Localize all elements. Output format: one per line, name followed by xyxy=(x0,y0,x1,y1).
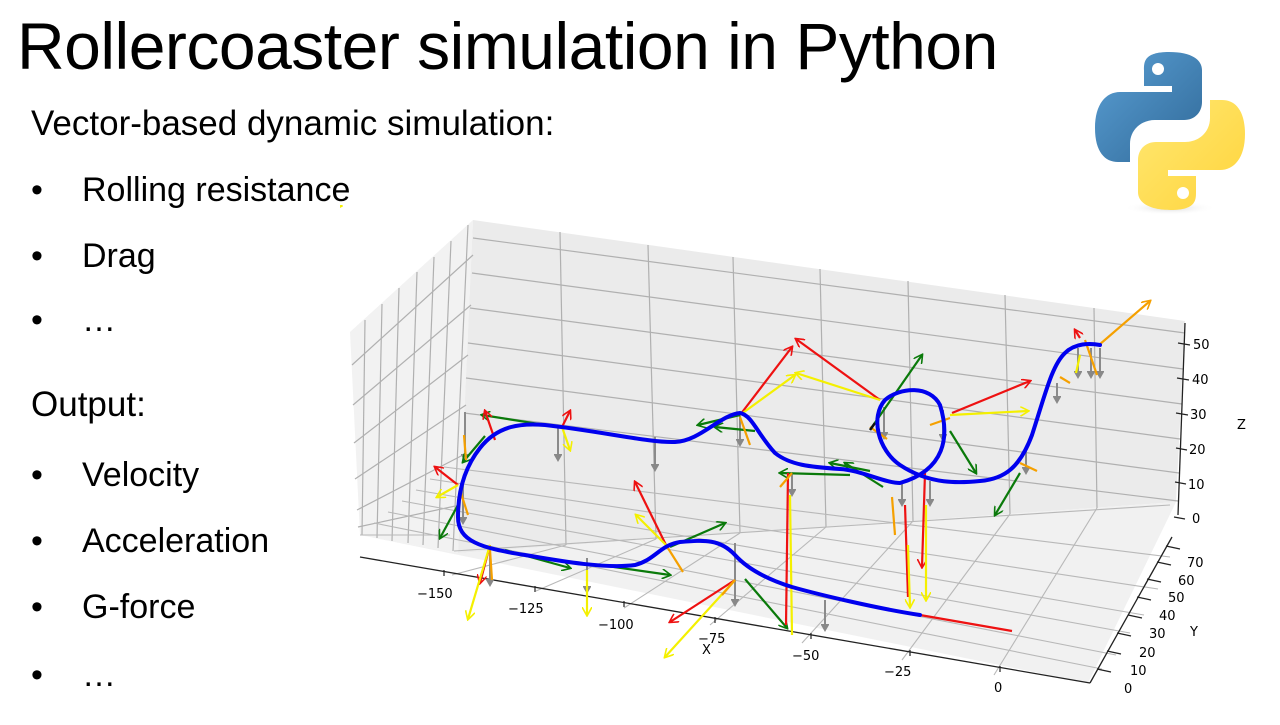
bullet-dot-icon: • xyxy=(31,522,43,560)
svg-text:40: 40 xyxy=(1159,609,1176,624)
bullet-text: Drag xyxy=(82,237,156,275)
python-logo-icon xyxy=(1092,48,1248,216)
svg-text:30: 30 xyxy=(1190,408,1207,423)
section-heading-simulation: Vector-based dynamic simulation: xyxy=(31,104,555,143)
back-pane xyxy=(458,220,1185,553)
x-axis-label: X xyxy=(702,643,711,658)
svg-text:50: 50 xyxy=(1168,591,1185,606)
bullet-text: Acceleration xyxy=(82,522,270,560)
svg-text:−100: −100 xyxy=(598,618,634,633)
normal-vectors xyxy=(1098,301,1150,346)
section-heading-output: Output: xyxy=(31,385,146,424)
bullet-text: Velocity xyxy=(82,456,200,494)
bullet-text: … xyxy=(82,656,116,694)
svg-text:10: 10 xyxy=(1188,478,1205,493)
bullet-dot-icon: • xyxy=(31,456,43,494)
y-axis-label: Y xyxy=(1189,625,1198,640)
svg-text:50: 50 xyxy=(1193,338,1210,353)
y-axis-line xyxy=(1089,536,1173,684)
svg-text:20: 20 xyxy=(1139,646,1156,661)
svg-text:20: 20 xyxy=(1189,443,1206,458)
bullet-dot-icon: • xyxy=(31,237,43,275)
floor-pane xyxy=(360,502,1176,683)
z-axis-label: Z xyxy=(1237,418,1246,433)
svg-text:−50: −50 xyxy=(792,649,819,664)
svg-text:10: 10 xyxy=(1130,664,1147,679)
slide-title: Rollercoaster simulation in Python xyxy=(17,9,998,83)
bullet-text: … xyxy=(82,301,116,339)
bullet-dot-icon: • xyxy=(31,588,43,626)
bullet-text: Rolling resistance xyxy=(82,171,351,209)
svg-text:0: 0 xyxy=(1124,682,1132,697)
svg-text:−150: −150 xyxy=(417,587,453,602)
z-tick-labels: 50 40 30 20 10 0 xyxy=(1188,338,1210,527)
bullet-dot-icon: • xyxy=(31,301,43,339)
x-tick-labels: −150 −125 −100 −75 −50 −25 0 xyxy=(417,587,1002,696)
svg-text:−75: −75 xyxy=(698,632,725,647)
svg-text:0: 0 xyxy=(1192,512,1200,527)
bullet-text: G-force xyxy=(82,588,196,626)
track-path xyxy=(455,342,1102,617)
svg-text:60: 60 xyxy=(1178,574,1195,589)
svg-text:30: 30 xyxy=(1149,627,1166,642)
bullet-dot-icon: • xyxy=(31,171,43,209)
rollercoaster-3d-plot: 50 40 30 20 10 0 Z 70 60 50 40 30 20 10 xyxy=(340,205,1280,720)
svg-text:0: 0 xyxy=(994,681,1002,696)
g-force-vectors xyxy=(341,206,1028,657)
svg-text:−125: −125 xyxy=(508,602,544,617)
y-tick-labels: 70 60 50 40 30 20 10 0 xyxy=(1124,556,1204,697)
bullet-dot-icon: • xyxy=(31,656,43,694)
svg-text:70: 70 xyxy=(1187,556,1204,571)
acceleration-vectors xyxy=(435,330,1080,622)
svg-text:40: 40 xyxy=(1192,373,1209,388)
svg-text:−25: −25 xyxy=(884,665,911,680)
